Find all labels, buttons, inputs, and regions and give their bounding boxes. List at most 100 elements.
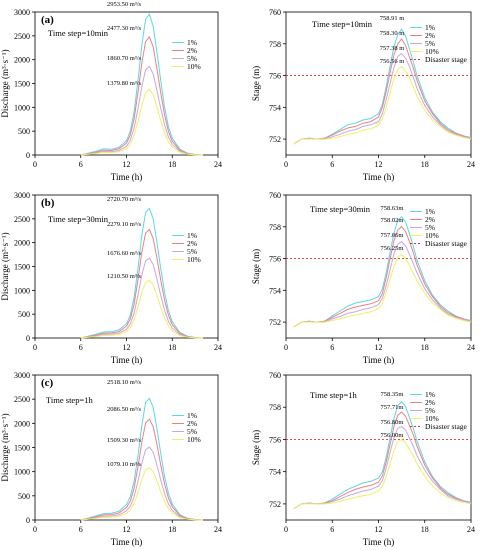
panel-5-series-4-line: [80, 467, 203, 521]
panel-1-x-tick-label: 18: [168, 160, 176, 169]
panel-6-legend-label: 10%: [425, 414, 439, 423]
panel-6-series-3-line: [293, 426, 472, 510]
panel-5-x-tick-label: 0: [33, 525, 37, 534]
panel-4-series-4-line: [293, 253, 472, 328]
panel-6-x-tick-label: 12: [375, 525, 383, 534]
panel-5-legend-label: 5%: [187, 427, 197, 436]
panel-5-y-tick-label: 3000: [14, 371, 30, 380]
panel-1-y-tick-label: 500: [18, 127, 30, 136]
panel-5-legend-label: 10%: [187, 435, 201, 444]
panel-4-legend-label: 2%: [425, 215, 435, 224]
panel-1-y-tick-label: 3000: [14, 8, 30, 17]
panel-4-y-tick-label: 756: [269, 255, 281, 264]
panel-3-time-step-annotation: Time step=30min: [48, 214, 109, 224]
panel-2-y-tick-label: 754: [269, 103, 281, 112]
panel-6-legend-label: Disaster stage: [425, 422, 468, 431]
panel-3-y-tick-label: 500: [18, 310, 30, 319]
panel-3-y-axis-label: Discharge (m³·s⁻¹): [0, 232, 10, 300]
panel-2-x-tick-label: 12: [375, 160, 383, 169]
panel-2-legend-label: 10%: [425, 47, 439, 56]
panel-2-x-axis-label: Time (h): [363, 172, 394, 182]
panel-1-peak-label: 1379.80 m³/s: [107, 80, 142, 87]
panel-6-series-2-line: [293, 411, 472, 510]
panel-1-series-4-line: [80, 88, 203, 156]
panel-5-peak-label: 2086.50 m³/s: [107, 406, 142, 413]
panel-4-y-tick-label: 752: [269, 318, 281, 327]
panel-5-y-tick-label: 2000: [14, 419, 30, 428]
panel-6-peak-label: 756.80m: [381, 419, 404, 426]
panel-1-peak-label: 2477.30 m³/s: [107, 25, 142, 32]
panel-5-series-2-line: [80, 418, 203, 521]
panel-2-legend-label: 1%: [425, 23, 435, 32]
panel-5-x-tick-label: 24: [214, 525, 222, 534]
panel-4-series-1-line: [293, 216, 472, 328]
panel-6-x-tick-label: 24: [467, 525, 475, 534]
panel-5-legend-label: 1%: [187, 411, 197, 420]
panel-6-legend-label: 5%: [425, 406, 435, 415]
panel-2-peak-label: 757.38 m: [380, 45, 405, 52]
panel-2-x-tick-label: 24: [467, 160, 475, 169]
panel-4-x-axis-label: Time (h): [363, 355, 394, 365]
panel-1-x-tick-label: 6: [79, 160, 83, 169]
panel-5-x-axis-label: Time (h): [111, 537, 142, 547]
panel-3-series-4-line: [80, 279, 203, 339]
panel-4-x-tick-label: 24: [467, 343, 475, 352]
panel-6-y-tick-label: 760: [269, 371, 281, 380]
panel-4-peak-label: 756.25m: [381, 245, 404, 252]
panel-3-x-tick-label: 24: [214, 343, 222, 352]
panel-2-legend-label: Disaster stage: [425, 55, 468, 64]
panel-4-peak-label: 758.02m: [381, 217, 404, 224]
panel-4-series-2-line: [293, 225, 472, 328]
panel-1-series-2-line: [80, 35, 203, 156]
panel-3-x-tick-label: 6: [79, 343, 83, 352]
panel-3-series-2-line: [80, 228, 203, 339]
panel-3-panel-label: (b): [41, 197, 55, 209]
panel-4-x-tick-label: 0: [284, 343, 288, 352]
panel-3-y-tick-label: 3000: [14, 191, 30, 200]
panel-6-y-axis-label: Stage (m): [251, 430, 261, 465]
panel-2-legend-label: 2%: [425, 31, 435, 40]
panel-6-time-step-annotation: Time step=1h: [310, 390, 358, 400]
panel-5-x-tick-label: 12: [123, 525, 131, 534]
panel-3-peak-label: 1676.60 m³/s: [107, 250, 142, 257]
panel-3-series-1-line: [80, 207, 203, 339]
panel-4-axes-frame: [285, 194, 472, 339]
panel-2-x-tick-label: 18: [421, 160, 429, 169]
panel-6-peak-label: 757.71m: [381, 404, 404, 411]
panel-2-time-step-annotation: Time step=10min: [312, 19, 373, 29]
panel-3-y-tick-label: 1500: [14, 263, 30, 272]
panel-3-y-tick-label: 0: [26, 334, 30, 343]
panel-4: 0 6 12 18 24 752 754 756 758 760 Time (h) Stage (m)…: [251, 191, 475, 365]
panel-2-axes-frame: [285, 11, 472, 156]
panel-1-x-tick-label: 0: [33, 160, 37, 169]
panel-1-y-tick-label: 1000: [14, 103, 30, 112]
panel-6-x-tick-label: 18: [421, 525, 429, 534]
panel-2-peak-label: 756.56 m: [380, 58, 405, 65]
panel-2-y-axis-label: Stage (m): [251, 66, 261, 101]
panel-2-x-tick-label: 6: [330, 160, 334, 169]
panel-2-x-tick-label: 0: [284, 160, 288, 169]
panel-3-legend-label: 1%: [187, 231, 197, 240]
panel-1-legend-label: 1%: [187, 38, 197, 47]
panel-2-y-tick-label: 752: [269, 135, 281, 144]
panel-4-peak-label: 758.63m: [381, 205, 404, 212]
panel-5: 0 6 12 18 24 0 500 1000 1500 2000 2500 3000 Time (h)…: [0, 371, 222, 547]
panel-1-time-step-annotation: Time step=10min: [48, 28, 109, 38]
panel-4-series-3-line: [293, 241, 472, 328]
panel-4-peak-label: 757.06m: [381, 232, 404, 239]
panel-4-legend-label: 1%: [425, 207, 435, 216]
panel-6-legend-label: 1%: [425, 390, 435, 399]
panel-1-legend-label: 10%: [187, 62, 201, 71]
panel-6-peak-label: 756.00m: [381, 432, 404, 439]
panel-1-y-tick-label: 2000: [14, 56, 30, 65]
panel-1-y-tick-label: 0: [26, 151, 30, 160]
panel-5-peak-label: 1509.30 m³/s: [107, 437, 142, 444]
panel-6-series-1-line: [293, 400, 472, 510]
panel-2-legend-label: 5%: [425, 39, 435, 48]
panel-4-legend-label: 5%: [425, 223, 435, 232]
panel-1-y-tick-label: 2500: [14, 32, 30, 41]
panel-2-series-3-line: [293, 52, 472, 145]
panel-1-x-tick-label: 12: [123, 160, 131, 169]
panel-1-series-1-line: [80, 13, 203, 156]
